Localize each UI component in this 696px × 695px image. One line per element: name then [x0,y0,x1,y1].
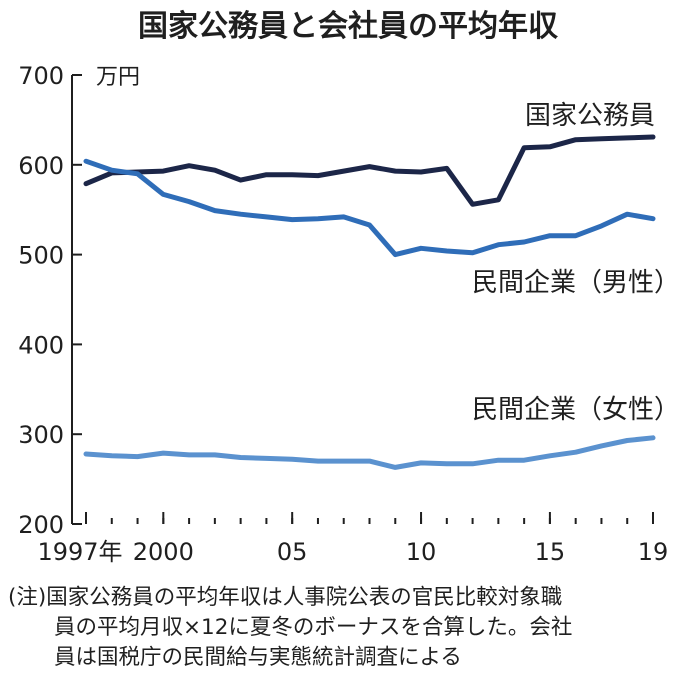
chart-title: 国家公務員と会社員の平均年収 [138,9,559,44]
line-chart: 国家公務員と会社員の平均年収 万円 200 300 400 500 600 700 199… [18,9,680,566]
footnote-line: 員の平均月収×12に夏冬のボーナスを合算した。会社 [54,615,573,640]
x-tick-label: 10 [406,538,437,566]
series-label-private-male: 民間企業（男性） [472,268,680,298]
x-tick-label: 19 [638,538,669,566]
y-tick-label: 400 [18,331,64,359]
x-tick-label: 1997年 [37,538,122,566]
series-label-national-civil-servants: 国家公務員 [525,101,655,131]
series-line-private-male [83,158,656,258]
y-unit-label: 万円 [96,65,140,90]
y-tick-label: 200 [18,511,64,539]
series-line-private-female [83,435,656,470]
x-tick-label: 2000 [133,538,194,566]
series-label-private-female: 民間企業（女性） [472,395,680,425]
x-tick-label: 05 [277,538,308,566]
y-tick-label: 600 [18,152,64,180]
x-ticks: 1997年 2000 05 10 15 19 [37,512,668,566]
y-tick-label: 700 [18,62,64,90]
series-line-national-civil-servants [83,134,656,207]
y-ticks: 200 300 400 500 600 700 [18,62,82,539]
footnote-line: 員は国税庁の民間給与実態統計調査による [54,645,462,670]
series-lines [83,134,656,470]
footnote: (注)国家公務員の平均年収は人事院公表の官民比較対象職 員の平均月収×12に夏冬… [8,583,690,673]
footnote-line: (注)国家公務員の平均年収は人事院公表の官民比較対象職 [8,585,563,610]
y-tick-label: 500 [18,242,64,270]
y-tick-label: 300 [18,421,64,449]
x-tick-label: 15 [535,538,566,566]
